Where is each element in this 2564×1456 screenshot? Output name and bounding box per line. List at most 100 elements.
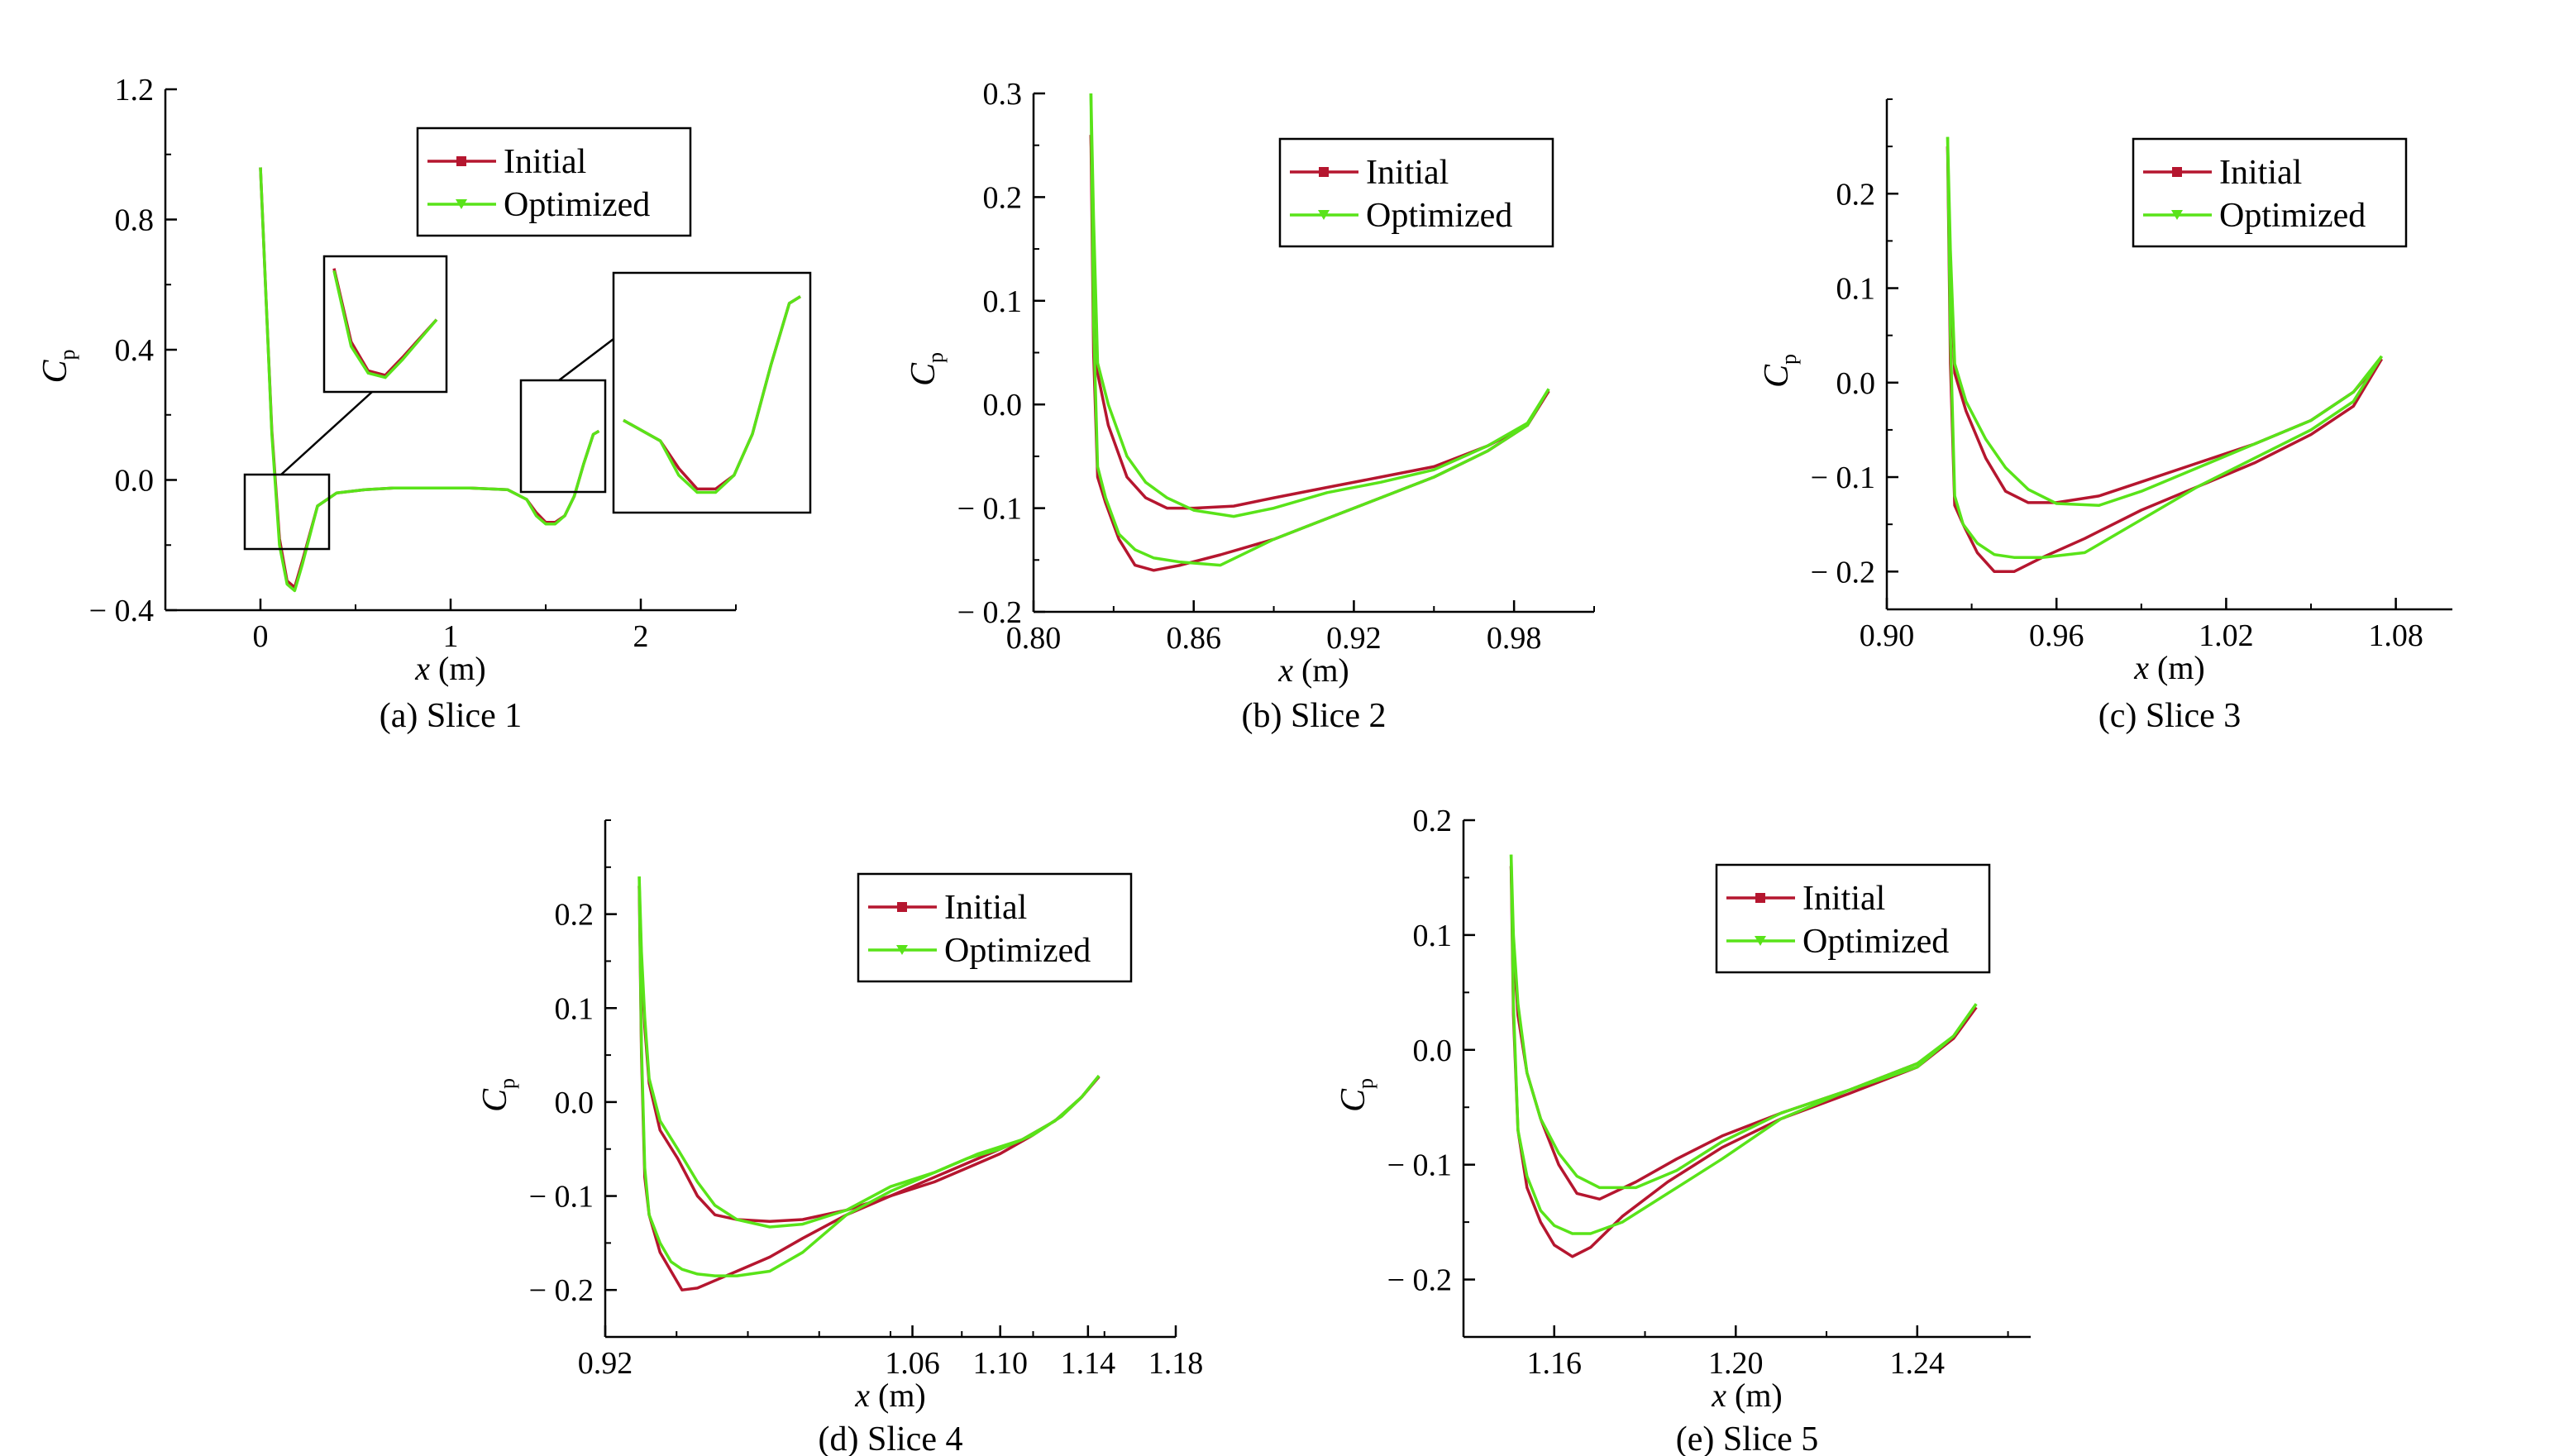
x-axis-label: x (m) (854, 1377, 926, 1414)
y-tick-label: 0.1 (1836, 272, 1876, 307)
x-tick-label: 1.16 (1527, 1346, 1583, 1381)
y-axis-symbol: C (1335, 1088, 1373, 1112)
y-tick-label: − 0.1 (529, 1180, 594, 1215)
y-tick-label: 0.2 (555, 898, 594, 933)
series-line-3 (1089, 93, 1550, 567)
legend-box (416, 127, 692, 237)
y-tick-label: 0.1 (555, 991, 594, 1026)
x-tick-label: 0.92 (1326, 621, 1382, 656)
chart-caption: (d) Slice 4 (819, 1420, 963, 1456)
y-tick-label: 0.2 (983, 180, 1023, 215)
x-axis-variable: x (854, 1377, 870, 1414)
zoom-source-box-leading (243, 473, 331, 551)
y-tick-label: 0.8 (115, 203, 155, 238)
x-tick-label: 1.20 (1708, 1346, 1764, 1381)
x-tick-label: 0.80 (1006, 621, 1062, 656)
chart-caption: (a) Slice 1 (380, 697, 523, 735)
x-tick-label: 1 (443, 619, 459, 654)
series-line-1 (259, 167, 600, 593)
chart-caption: (e) Slice 5 (1676, 1420, 1819, 1456)
legend-label-initial: Initial (1802, 880, 1885, 918)
x-axis-unit: (m) (1293, 652, 1349, 689)
y-tick-label: 0.0 (1413, 1034, 1453, 1068)
x-tick-label: 1.24 (1890, 1346, 1946, 1381)
legend-triangle-marker (896, 945, 908, 955)
series-line-3 (1946, 136, 2383, 559)
y-tick-label: − 0.1 (1811, 461, 1875, 495)
legend-label-initial: Initial (2219, 154, 2302, 192)
chart-s5: 1.16 1.20 1.24 − 0.2 − 0.1 0.0 0.1 0.2 x (m) Cp (e… (1335, 804, 2031, 1456)
x-axis-label: x (m) (2133, 649, 2205, 686)
y-tick-label: 0.4 (115, 333, 155, 368)
x-axis-label: x (m) (414, 650, 486, 687)
zoom-source-box-trailing (519, 379, 607, 494)
legend-triangle-marker (2171, 210, 2183, 220)
legend-label-initial: Initial (1366, 154, 1449, 192)
x-axis-variable: x (2133, 649, 2149, 686)
legend-square-marker (2172, 167, 2182, 177)
y-axis-symbol: C (905, 362, 943, 386)
legend-label-optimized: Optimized (1802, 923, 1949, 961)
y-axis-label: Cp (476, 1078, 519, 1112)
inset-trailing-optimized (623, 295, 801, 494)
x-tick-label: 1.18 (1148, 1346, 1204, 1381)
y-tick-label: 0.1 (983, 284, 1023, 319)
legend-square-marker (897, 902, 907, 912)
y-tick-label: 0.2 (1413, 804, 1453, 838)
y-tick-label: 1.2 (115, 73, 155, 107)
legend-box (1715, 863, 1991, 974)
legend-label-initial: Initial (504, 143, 586, 181)
x-axis-variable: x (1711, 1377, 1726, 1414)
inset-leading-optimized (332, 270, 438, 380)
y-tick-label: 0.0 (115, 464, 155, 499)
chart-s2: 0.80 0.86 0.92 0.98 − 0.2 − 0.1 0.0 0.1 0.2 0.3 x … (905, 77, 1595, 735)
inset-leading-initial (332, 268, 438, 377)
x-axis-variable: x (414, 650, 430, 687)
x-tick-label: 1.02 (2199, 618, 2254, 653)
y-tick-label: − 0.2 (1811, 555, 1875, 590)
inset-connector-trailing (558, 338, 614, 381)
y-tick-label: 0.3 (983, 77, 1023, 112)
legend-label-optimized: Optimized (2219, 197, 2366, 235)
y-axis-subscript: p (1777, 354, 1801, 365)
legend-label-initial: Initial (944, 889, 1027, 927)
y-axis-label: Cp (1758, 354, 1801, 388)
legend-box (2132, 137, 2408, 248)
x-tick-label: 1.10 (972, 1346, 1028, 1381)
legend-square-marker (1755, 893, 1765, 903)
x-axis-unit: (m) (1726, 1377, 1783, 1414)
legend-square-marker (456, 156, 466, 166)
legend-triangle-marker (456, 199, 467, 209)
inset-box-leading (322, 255, 448, 394)
x-axis-unit: (m) (870, 1377, 926, 1414)
x-axis-variable: x (1277, 652, 1293, 689)
legend-label-optimized: Optimized (504, 186, 650, 224)
legend-label-optimized: Optimized (1366, 197, 1512, 235)
legend-triangle-marker (1755, 936, 1766, 946)
y-tick-label: 0.2 (1836, 177, 1876, 212)
y-axis-subscript: p (1354, 1078, 1377, 1089)
series-line-2 (1946, 136, 2383, 508)
y-tick-label: − 0.1 (957, 492, 1022, 527)
x-axis-label: x (m) (1711, 1377, 1783, 1414)
series-line-3 (637, 876, 1101, 1277)
x-tick-label: 1.14 (1061, 1346, 1116, 1381)
inset-connector-leading (280, 391, 373, 475)
x-tick-label: 0.90 (1860, 618, 1915, 653)
x-tick-label: 1.08 (2368, 618, 2423, 653)
y-axis-symbol: C (1758, 364, 1796, 388)
y-tick-label: 0.0 (555, 1086, 594, 1120)
x-axis-label: x (m) (1277, 652, 1349, 689)
y-axis-label: Cp (1335, 1078, 1377, 1112)
legend-square-marker (1319, 167, 1329, 177)
y-axis-subscript: p (924, 352, 948, 363)
y-tick-label: 0.1 (1413, 919, 1453, 953)
chart-s4: 0.92 1.06 1.10 1.14 1.18 − 0.2 − 0.1 0.0 0.1 0.2 x… (476, 819, 1204, 1456)
legend-label-optimized: Optimized (944, 932, 1091, 970)
legend-triangle-marker (1318, 210, 1330, 220)
x-axis-unit: (m) (430, 650, 486, 687)
y-tick-label: − 0.2 (529, 1273, 594, 1308)
legend-box (1278, 137, 1554, 248)
y-tick-label: − 0.2 (957, 595, 1022, 630)
y-tick-label: − 0.4 (89, 594, 154, 628)
